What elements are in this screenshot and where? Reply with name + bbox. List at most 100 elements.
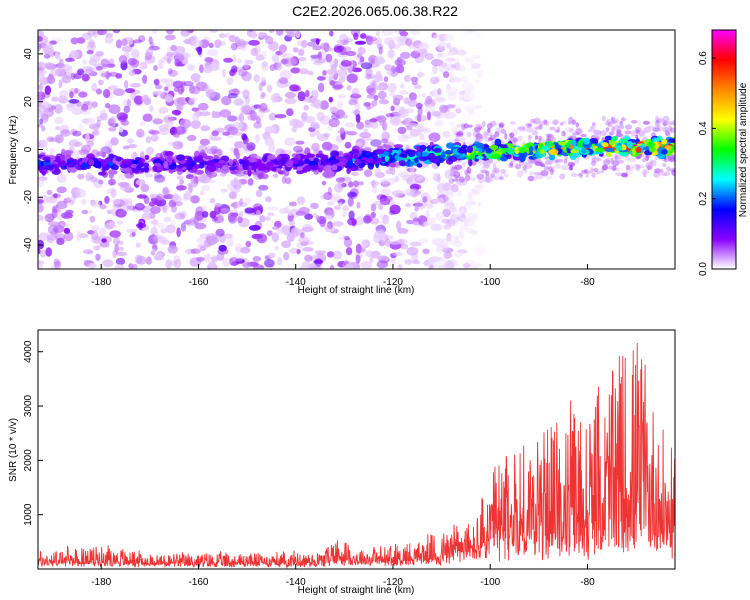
heatmap-cell xyxy=(179,118,192,129)
heatmap-cell xyxy=(236,58,243,64)
heatmap-cell xyxy=(139,61,148,70)
heatmap-cell xyxy=(165,224,176,234)
heatmap-cell xyxy=(470,262,483,268)
heatmap-cell xyxy=(132,263,138,269)
heatmap-cell xyxy=(260,64,269,72)
heatmap-cell xyxy=(223,57,234,63)
heatmap-cell xyxy=(614,153,618,160)
heatmap-cell xyxy=(475,123,483,129)
heatmap-cell xyxy=(299,265,310,269)
heatmap-cell xyxy=(342,205,350,212)
heatmap-cell xyxy=(494,175,498,181)
heatmap-cell xyxy=(82,65,94,73)
heatmap-cell xyxy=(418,238,429,244)
heatmap-cell xyxy=(45,196,58,204)
heatmap-cell xyxy=(69,91,74,99)
snr-y-tick-label: 3000 xyxy=(23,394,34,417)
heatmap-cell xyxy=(148,219,160,224)
heatmap-cell xyxy=(406,246,419,256)
snr-y-tick-label: 1000 xyxy=(23,503,34,526)
heatmap-cell xyxy=(581,148,587,154)
heatmap-cell xyxy=(91,101,98,108)
heatmap-cell xyxy=(278,77,289,84)
heatmap-cell xyxy=(356,53,363,58)
heatmap-cell xyxy=(364,73,372,80)
heatmap-cell xyxy=(46,136,54,143)
heatmap-cell xyxy=(70,128,78,136)
heatmap-cell xyxy=(81,103,89,112)
snr-x-tick-label: -160 xyxy=(188,577,208,588)
heatmap-cell xyxy=(389,204,401,215)
heatmap-cell xyxy=(481,120,486,128)
heatmap-cell xyxy=(85,68,93,74)
heatmap-cell xyxy=(199,39,210,49)
heatmap-cell xyxy=(599,130,607,137)
heatmap-cell xyxy=(199,111,211,117)
heatmap-cell xyxy=(537,121,543,128)
heatmap-cell xyxy=(208,42,214,49)
heatmap-cell xyxy=(115,251,128,256)
heatmap-cell xyxy=(410,241,422,247)
heatmap-cell xyxy=(113,88,125,96)
heatmap-cell xyxy=(142,113,153,122)
heatmap-cell xyxy=(614,167,621,172)
heatmap-cell xyxy=(314,129,320,136)
heatmap-cell xyxy=(99,109,107,120)
heatmap-cell xyxy=(312,60,324,66)
heatmap-cell xyxy=(475,142,485,149)
heatmap-cell xyxy=(466,103,475,113)
heatmap-cell xyxy=(190,216,199,223)
heatmap-cell xyxy=(409,183,422,190)
heatmap-cell xyxy=(570,139,577,147)
heatmap-cell xyxy=(446,51,455,56)
heatmap-cell xyxy=(323,132,331,138)
heatmap-cell xyxy=(559,122,564,126)
heatmap-cell xyxy=(59,124,70,135)
heatmap-cell xyxy=(616,129,622,134)
heatmap-cell xyxy=(445,194,450,203)
heatmap-cell xyxy=(151,233,156,242)
heatmap-cell xyxy=(447,218,459,227)
heatmap-cell xyxy=(389,91,396,97)
heatmap-cell xyxy=(313,259,323,265)
heatmap-cell xyxy=(209,233,220,244)
heatmap-cell xyxy=(98,227,107,236)
heatmap-cell xyxy=(509,132,515,139)
heatmap-cell xyxy=(469,177,477,181)
heatmap-cell xyxy=(466,56,473,66)
heatmap-cell xyxy=(597,155,601,159)
heatmap-cell xyxy=(141,94,149,104)
heatmap-cell xyxy=(265,196,272,203)
heatmap-cell xyxy=(455,108,462,114)
heatmap-cell xyxy=(456,123,463,128)
heatmap-cell xyxy=(167,245,178,254)
heatmap-cell xyxy=(552,119,559,126)
heatmap-cell xyxy=(466,166,471,174)
heatmap-cell xyxy=(654,120,661,127)
heatmap-cell xyxy=(274,114,287,119)
heatmap-cell xyxy=(554,162,562,170)
heatmap-cell xyxy=(346,84,352,91)
heatmap-cell xyxy=(326,251,335,258)
heatmap-cell xyxy=(331,164,338,171)
heatmap-cell xyxy=(61,148,66,155)
heatmap-cell xyxy=(200,125,211,132)
heatmap-cell xyxy=(431,237,444,246)
heatmap-cell xyxy=(39,118,44,125)
heatmap-cell xyxy=(343,37,353,43)
heatmap-cell xyxy=(88,58,98,66)
heatmap-cell xyxy=(218,244,227,252)
heatmap-cell xyxy=(164,34,176,41)
heatmap-cell xyxy=(49,40,57,45)
heatmap-cell xyxy=(422,248,430,255)
heatmap-cell xyxy=(398,171,410,178)
heatmap-cell xyxy=(81,118,90,124)
heatmap-cell xyxy=(383,37,395,46)
heatmap-cell xyxy=(485,176,494,183)
heatmap-cell xyxy=(467,192,474,201)
heatmap-cell xyxy=(528,145,534,153)
heatmap-cell xyxy=(247,168,252,177)
heatmap-cell xyxy=(458,46,465,54)
heatmap-cell xyxy=(397,264,403,269)
heatmap-cell xyxy=(281,175,287,184)
